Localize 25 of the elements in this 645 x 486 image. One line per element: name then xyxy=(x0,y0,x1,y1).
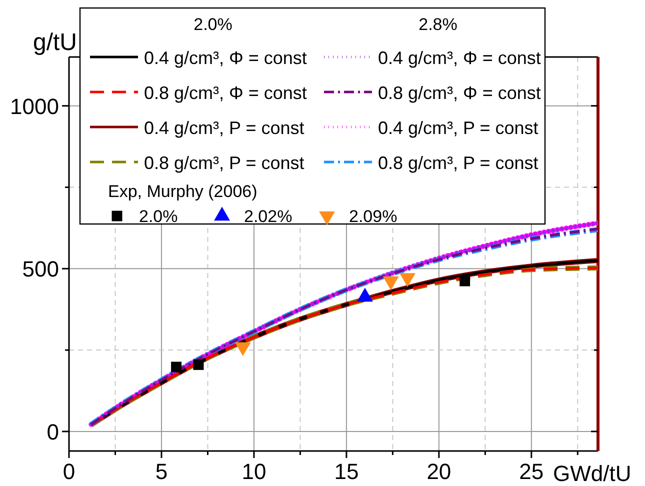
legend-label: 0.4 g/cm³, Φ = const xyxy=(144,48,307,68)
x-tick-label: 20 xyxy=(426,459,452,484)
x-tick-label: 25 xyxy=(519,459,544,484)
legend-label: 2.0% xyxy=(139,207,178,226)
y-axis-title: g/tU xyxy=(33,29,78,56)
x-tick-label: 15 xyxy=(334,459,359,484)
legend-label: 0.8 g/cm³, P = const xyxy=(144,153,304,173)
legend-label: 0.4 g/cm³, P = const xyxy=(144,118,304,138)
text: 2.8% xyxy=(418,15,458,34)
legend-label: 0.8 g/cm³, P = const xyxy=(378,153,538,173)
y-tick-label: 500 xyxy=(22,256,59,282)
legend-label: 0.4 g/cm³, Φ = const xyxy=(378,48,541,68)
legend-title: Exp, Murphy (2006) xyxy=(108,182,258,201)
x-tick-label: 5 xyxy=(155,459,168,484)
legend-label: 0.8 g/cm³, Φ = const xyxy=(144,83,307,103)
x-tick-label: 10 xyxy=(242,459,266,484)
legend-label: 0.4 g/cm³, P = const xyxy=(378,118,538,138)
legend-label: 2.02% xyxy=(244,207,292,226)
legend-label: 0.8 g/cm³, Φ = const xyxy=(378,83,541,103)
y-tick-label: 0 xyxy=(46,419,59,444)
x-tick-label: 0 xyxy=(62,459,76,484)
text: 2.0% xyxy=(194,15,232,34)
legend-label: 2.09% xyxy=(349,207,398,226)
y-tick-label: 1000 xyxy=(10,94,59,119)
x-axis-title: GWd/tU xyxy=(553,461,632,486)
